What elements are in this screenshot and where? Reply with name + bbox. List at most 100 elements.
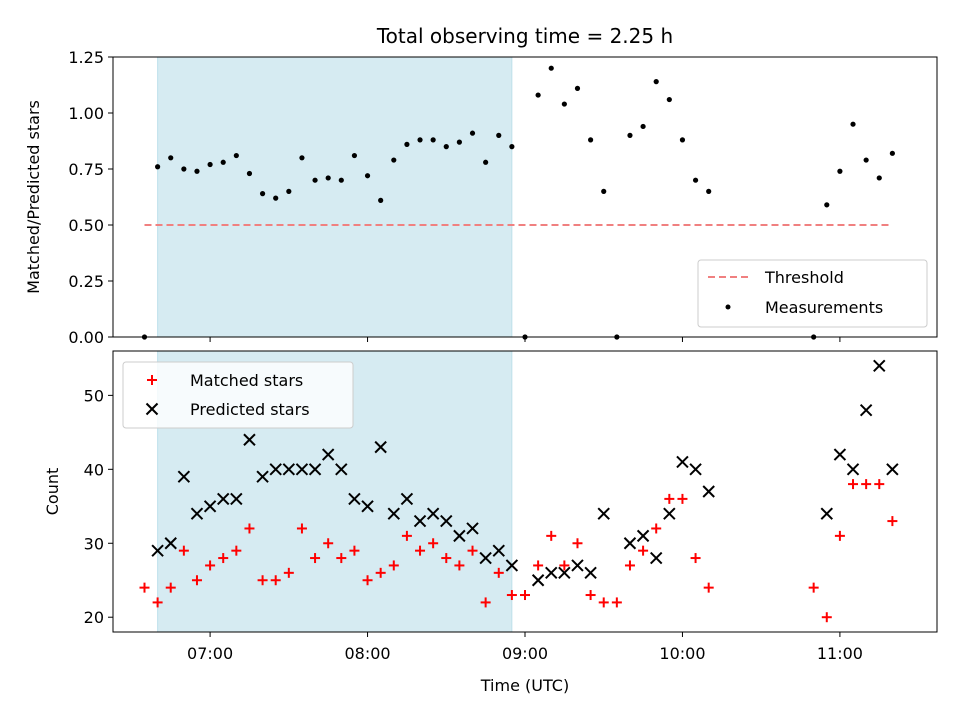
measurement-point [273,195,279,201]
measurement-point [351,152,358,159]
measurement-point [653,79,659,85]
legend-plus-marker [147,375,157,385]
matched-star-point [139,582,150,593]
measurement-point [850,121,856,127]
bottom-x-axis: 07:00 08:00 09:00 10:00 11:00 [187,632,863,663]
measurement-point [496,132,502,138]
top-y-tick-label: 0.75 [68,160,104,179]
matched-star-point [401,530,412,541]
top-y-tick-label: 1.00 [68,104,104,123]
matched-star-point [874,479,885,490]
matched-star-point [808,582,819,593]
measurement-point [483,159,489,165]
measurement-point [430,137,436,143]
top-legend: Threshold Measurements [697,259,928,328]
predicted-star-point [689,463,702,476]
measurement-point [181,166,187,172]
measurement-point [535,92,541,98]
matched-star-point [415,545,426,556]
predicted-star-point [295,463,309,476]
matched-star-point [848,479,859,490]
predicted-star-point [453,529,466,543]
matched-star-point [664,493,675,504]
matched-star-point [441,553,452,564]
matched-star-point [428,538,439,549]
legend-matched-swatch [147,375,157,385]
predicted-star-point [440,514,453,528]
predicted-star-point [361,500,374,513]
predicted-star-point [256,470,269,483]
top-y-tick-label: 0.00 [68,328,104,347]
matched-star-point [388,560,399,571]
predicted-star-point [873,359,886,372]
matched-star-point [651,523,662,534]
measurement-point [666,96,672,103]
measurement-point [561,101,567,107]
legend-measurements-label: Measurements [765,298,883,317]
measurement-point [509,144,515,150]
matched-star-point [834,530,845,541]
top-panel: 0.00 0.25 0.50 0.75 1.00 1.25 Total observing… [24,24,938,347]
bottom-legend-box [122,361,354,429]
measurement-point [404,141,410,147]
predicted-star-point [545,566,558,580]
matched-star-point [310,553,321,564]
measurement-point [548,65,554,71]
legend-measurements-swatch [725,304,731,310]
predicted-star-point [859,403,873,417]
x-tick-label: 11:00 [817,644,863,663]
predicted-star-point [321,448,335,461]
matched-star-point [296,523,307,534]
predicted-star-point [308,463,322,476]
x-tick-label: 09:00 [502,644,548,663]
predicted-star-point [479,551,492,565]
matched-star-point [572,538,583,549]
measurement-point [443,144,449,150]
matched-star-point [506,590,517,601]
matched-star-point [585,590,596,601]
x-axis-title: Time (UTC) [480,676,569,695]
matched-star-point [205,560,216,571]
bottom-y-tick-label: 50 [84,386,104,405]
predicted-star-point [282,463,296,476]
measurement-point [364,173,371,179]
x-tick-label: 08:00 [344,644,390,663]
measurement-point [876,175,882,181]
matched-star-point [257,575,268,586]
predicted-star-point [426,507,440,520]
matched-star-point [821,612,832,623]
measurement-point [378,197,384,203]
matched-star-point [349,545,360,556]
top-y-tick-label: 0.25 [68,272,104,291]
measurement-point [456,139,462,145]
predicted-star-point [466,522,479,535]
measurement-point [259,191,266,197]
measurement-point [692,177,699,183]
top-y-tick-label: 1.25 [68,48,104,67]
predicted-star-point [663,507,676,520]
measurement-point [601,188,607,194]
matched-star-point [152,597,163,608]
bottom-y-tick-label: 30 [84,534,104,553]
matched-star-point [624,560,635,571]
predicted-star-point [400,492,414,506]
predicted-star-point [833,448,847,461]
matched-star-point [677,493,688,504]
matched-star-point [611,597,622,608]
predicted-star-point [230,492,243,506]
x-tick-label: 07:00 [187,644,233,663]
predicted-star-point [348,492,361,506]
measurement-point [220,159,226,165]
matched-star-point [165,582,176,593]
matched-star-point [323,538,334,549]
top-observing-span [157,56,513,338]
matched-star-point [270,575,281,586]
legend-cross-marker [145,402,159,416]
matched-star-point [520,590,530,601]
legend-threshold-label: Threshold [764,268,844,287]
predicted-star-point [584,566,597,580]
bottom-y-axis: 20 30 40 50 [84,386,113,627]
matched-star-point [467,545,478,556]
predicted-star-point [571,559,584,572]
matched-star-point [283,567,294,578]
